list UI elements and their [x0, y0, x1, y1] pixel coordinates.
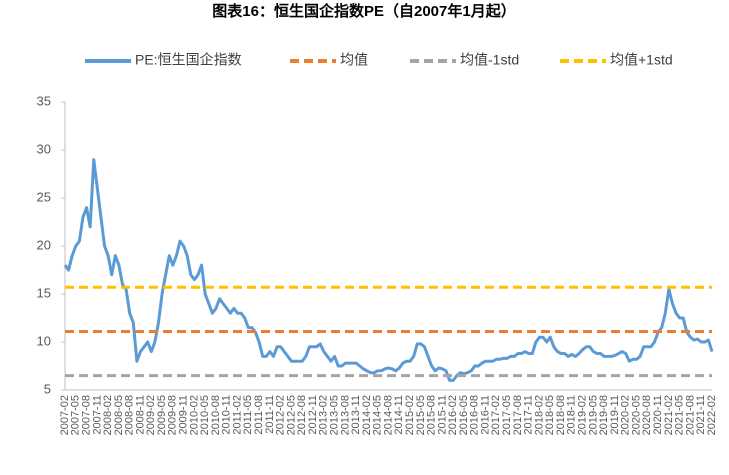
x-tick-label: 2016-05 — [458, 395, 470, 435]
x-tick-label: 2019-11 — [609, 395, 621, 435]
x-tick-label: 2010-08 — [210, 395, 222, 435]
x-tick-label: 2007-08 — [80, 395, 92, 435]
x-tick-label: 2009-02 — [145, 395, 157, 435]
x-tick-label: 2012-05 — [285, 395, 297, 435]
chart-title: 图表16：恒生国企指数PE（自2007年1月起） — [212, 2, 515, 20]
x-tick-label: 2010-05 — [199, 395, 211, 435]
x-tick-label: 2015-02 — [404, 395, 416, 435]
x-tick-label: 2013-11 — [350, 395, 362, 435]
legend-label: PE:恒生国企指数 — [135, 52, 242, 68]
x-tick-label: 2020-05 — [630, 395, 642, 435]
x-tick-label: 2019-02 — [577, 395, 589, 435]
x-tick-label: 2017-08 — [512, 395, 524, 435]
x-tick-label: 2020-08 — [641, 395, 653, 435]
x-tick-label: 2010-11 — [221, 395, 233, 435]
x-tick-label: 2008-02 — [102, 395, 114, 435]
x-tick-label: 2017-05 — [501, 395, 513, 435]
x-tick-label: 2017-02 — [490, 395, 502, 435]
x-tick-label: 2008-11 — [134, 395, 146, 435]
y-tick-label: 5 — [44, 381, 51, 396]
x-tick-label: 2021-05 — [674, 395, 686, 435]
x-tick-label: 2015-08 — [426, 395, 438, 435]
x-tick-label: 2015-05 — [415, 395, 427, 435]
x-tick-label: 2011-02 — [231, 395, 243, 435]
x-tick-label: 2007-02 — [59, 395, 71, 435]
x-tick-label: 2008-05 — [113, 395, 125, 435]
y-tick-label: 30 — [37, 141, 51, 156]
x-tick-label: 2014-05 — [372, 395, 384, 435]
x-tick-label: 2018-05 — [544, 395, 556, 435]
x-tick-label: 2012-08 — [296, 395, 308, 435]
x-tick-label: 2019-08 — [598, 395, 610, 435]
x-tick-label: 2008-08 — [124, 395, 136, 435]
x-tick-label: 2018-11 — [566, 395, 578, 435]
y-tick-label: 10 — [37, 333, 51, 348]
y-tick-label: 25 — [37, 189, 51, 204]
x-tick-label: 2010-02 — [188, 395, 200, 435]
x-tick-label: 2020-02 — [620, 395, 632, 435]
x-tick-label: 2013-08 — [339, 395, 351, 435]
x-tick-label: 2014-08 — [382, 395, 394, 435]
y-tick-label: 20 — [37, 237, 51, 252]
x-tick-label: 2020-11 — [652, 395, 664, 435]
x-tick-label: 2016-08 — [469, 395, 481, 435]
x-tick-label: 2009-11 — [178, 395, 190, 435]
x-tick-label: 2015-11 — [436, 395, 448, 435]
x-tick-label: 2014-11 — [393, 395, 405, 435]
y-tick-label: 35 — [37, 93, 51, 108]
legend-label: 均值+1std — [610, 52, 673, 68]
pe-line — [63, 158, 714, 382]
x-tick-label: 2011-11 — [264, 395, 276, 434]
x-tick-label: 2013-02 — [318, 395, 330, 435]
x-tick-label: 2021-02 — [663, 395, 675, 435]
x-tick-label: 2013-05 — [328, 395, 340, 435]
x-tick-label: 2021-08 — [684, 395, 696, 435]
x-tick-label: 2007-05 — [70, 395, 82, 435]
x-tick-label: 2016-11 — [479, 395, 491, 435]
x-tick-label: 2014-02 — [361, 395, 373, 435]
x-tick-label: 2007-11 — [91, 395, 103, 435]
legend-label: 均值 — [340, 52, 368, 68]
x-tick-label: 2012-11 — [307, 395, 319, 435]
y-tick-label: 15 — [37, 285, 51, 300]
x-tick-label: 2017-11 — [523, 395, 535, 435]
x-tick-label: 2011-05 — [242, 395, 254, 435]
x-tick-label: 2012-02 — [275, 395, 287, 435]
x-tick-label: 2011-08 — [253, 395, 265, 435]
x-tick-label: 2018-02 — [533, 395, 545, 435]
x-tick-label: 2009-05 — [156, 395, 168, 435]
x-tick-label: 2016-02 — [447, 395, 459, 435]
x-tick-label: 2019-05 — [587, 395, 599, 435]
legend-label: 均值-1std — [460, 52, 519, 68]
x-tick-label: 2022-02 — [706, 395, 718, 435]
x-tick-label: 2018-08 — [555, 395, 567, 435]
x-tick-label: 2021-11 — [695, 395, 707, 435]
x-tick-label: 2009-08 — [167, 395, 179, 435]
